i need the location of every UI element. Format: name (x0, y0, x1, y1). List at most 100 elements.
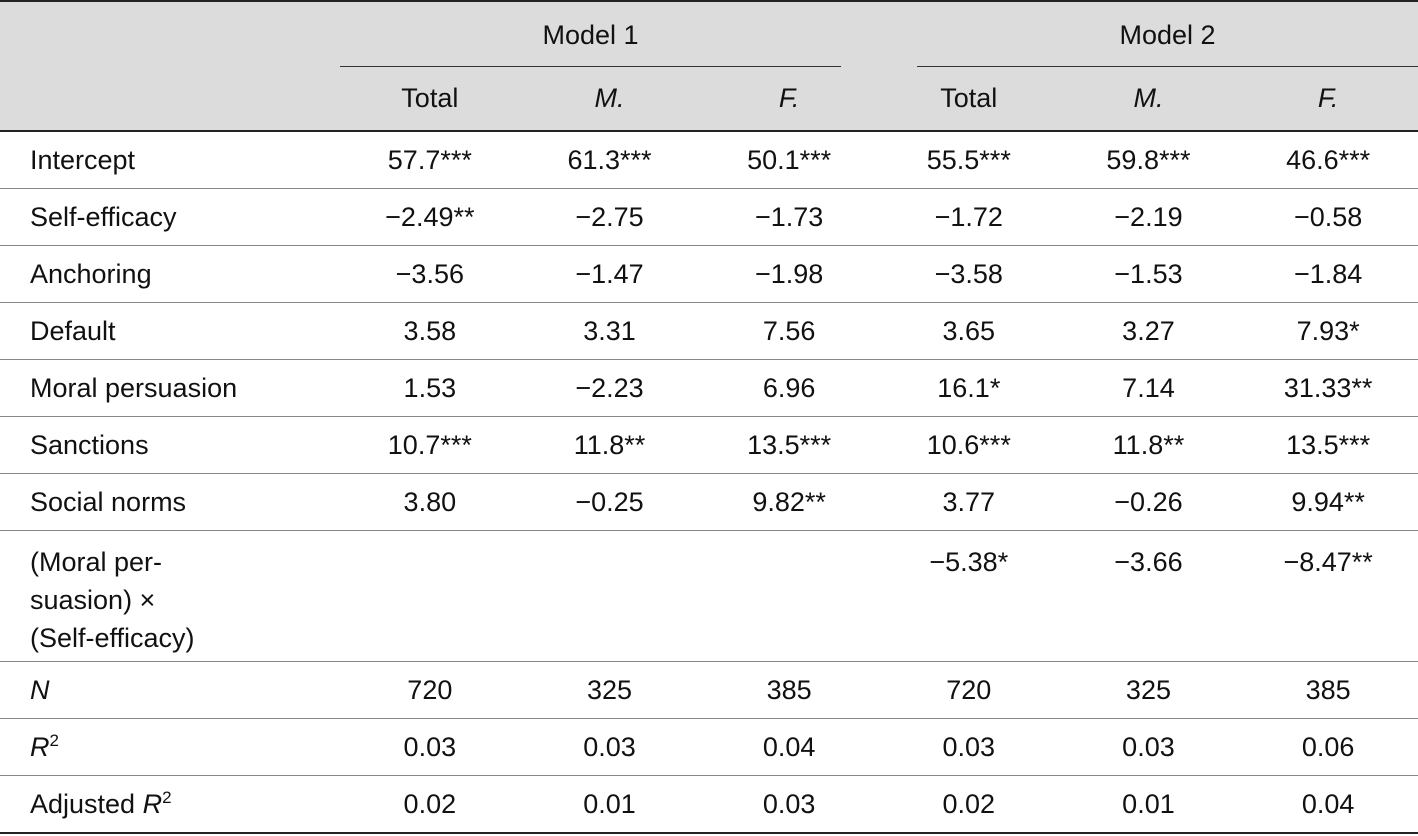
value-cell: 16.1* (878, 359, 1059, 417)
value-cell: 720 (340, 661, 520, 719)
value-cell: 0.03 (340, 718, 520, 776)
value-cell: −2.23 (519, 359, 700, 417)
table-row: (Moral per-suasion) × (Self-efficacy) −5.3… (0, 530, 1418, 662)
value-cell: 10.7*** (340, 416, 520, 474)
value-cell: −2.49** (340, 188, 520, 246)
group-header: Model 1 (340, 1, 879, 67)
row-label: Default (0, 302, 340, 360)
table-row: Adjusted R2 0.02 0.01 0.03 0.02 0.01 0.04 (0, 775, 1418, 833)
blank-cell (0, 67, 340, 131)
row-label: Moral persuasion (0, 359, 340, 417)
value-cell: 7.56 (699, 302, 879, 360)
table-row: Moral persuasion 1.53 −2.23 6.96 16.1* 7.14 31… (0, 359, 1418, 417)
label-variable: R (30, 732, 50, 762)
value-cell: −1.72 (878, 188, 1059, 246)
row-label: Social norms (0, 473, 340, 531)
value-cell: −0.26 (1058, 473, 1239, 531)
label-variable: R (142, 789, 163, 819)
value-cell: 46.6*** (1238, 130, 1418, 189)
value-cell: 0.02 (878, 775, 1059, 833)
group-label: Model 2 (916, 2, 1418, 67)
value-cell: 13.5*** (699, 416, 879, 474)
value-cell: 3.58 (340, 302, 520, 360)
value-cell: 0.04 (699, 718, 879, 776)
value-cell: 0.03 (699, 775, 879, 833)
table-row: N 720 325 385 720 325 385 (0, 661, 1418, 719)
value-cell: 50.1*** (699, 130, 879, 189)
row-label: R2 (0, 718, 340, 776)
value-cell: −1.53 (1058, 245, 1239, 303)
row-label: Anchoring (0, 245, 340, 303)
table-row: Social norms 3.80 −0.25 9.82** 3.77 −0.26 9.94… (0, 473, 1418, 531)
value-cell: −1.73 (699, 188, 879, 246)
value-cell: 7.14 (1058, 359, 1239, 417)
table-row: Self-efficacy −2.49** −2.75 −1.73 −1.72 −2.19… (0, 188, 1418, 246)
group-header: Model 2 (879, 1, 1418, 67)
value-cell: −1.84 (1238, 245, 1418, 303)
value-cell: −3.66 (1058, 530, 1239, 662)
value-cell: −5.38* (878, 530, 1059, 662)
group-label: Model 1 (340, 2, 841, 67)
label-text: Adjusted (30, 789, 143, 819)
label-line: (Self-efficacy) (30, 623, 195, 653)
row-label: Sanctions (0, 416, 340, 474)
value-cell: −1.98 (699, 245, 879, 303)
empty-cell (519, 530, 700, 662)
value-cell: −8.47** (1238, 530, 1418, 662)
value-cell: 3.27 (1058, 302, 1239, 360)
value-cell: 0.02 (340, 775, 520, 833)
value-cell: 0.03 (1058, 718, 1239, 776)
value-cell: 0.04 (1238, 775, 1418, 833)
value-cell: 1.53 (340, 359, 520, 417)
label-superscript: 2 (162, 788, 172, 807)
empty-cell (699, 530, 879, 662)
group-header-row: Model 1 Model 2 (0, 1, 1418, 67)
value-cell: 11.8** (1058, 416, 1239, 474)
table-row: Sanctions 10.7*** 11.8** 13.5*** 10.6*** 11.8… (0, 416, 1418, 474)
row-label: Intercept (0, 130, 340, 189)
value-cell: 10.6*** (878, 416, 1059, 474)
value-cell: 31.33** (1238, 359, 1418, 417)
value-cell: −2.75 (519, 188, 700, 246)
column-header: Total (940, 83, 998, 113)
value-cell: 385 (699, 661, 879, 719)
value-cell: −2.19 (1058, 188, 1239, 246)
value-cell: −3.56 (340, 245, 520, 303)
table-row: R2 0.03 0.03 0.04 0.03 0.03 0.06 (0, 718, 1418, 776)
value-cell: 9.94** (1238, 473, 1418, 531)
column-header: Total (401, 83, 459, 113)
blank-cell (0, 1, 340, 67)
value-cell: 61.3*** (519, 130, 700, 189)
column-header: M. (1133, 83, 1164, 113)
column-header: F. (1317, 83, 1339, 113)
value-cell: 0.06 (1238, 718, 1418, 776)
value-cell: −3.58 (878, 245, 1059, 303)
value-cell: 720 (878, 661, 1059, 719)
row-label: (Moral per-suasion) × (Self-efficacy) (0, 530, 340, 662)
value-cell: 11.8** (519, 416, 700, 474)
value-cell: 3.77 (878, 473, 1059, 531)
column-header-row: Total M. F. Total M. F. (0, 67, 1418, 131)
value-cell: 385 (1238, 661, 1418, 719)
value-cell: −1.47 (519, 245, 700, 303)
label-superscript: 2 (49, 731, 59, 750)
value-cell: 0.01 (519, 775, 700, 833)
table-row: Intercept 57.7*** 61.3*** 50.1*** 55.5*** 59.… (0, 130, 1418, 189)
label-line: (Moral per- (30, 547, 163, 577)
label-variable: N (30, 674, 50, 705)
value-cell: 59.8*** (1058, 130, 1239, 189)
label-line: suasion) × (30, 585, 156, 615)
value-cell: −0.25 (519, 473, 700, 531)
table-body: Intercept 57.7*** 61.3*** 50.1*** 55.5*** 59.… (0, 130, 1418, 833)
row-label: Self-efficacy (0, 188, 340, 246)
table-header: Model 1 Model 2 Total M. F. Total M. F. (0, 1, 1418, 131)
value-cell: 3.65 (878, 302, 1059, 360)
value-cell: 7.93* (1238, 302, 1418, 360)
value-cell: 6.96 (699, 359, 879, 417)
value-cell: 0.03 (878, 718, 1059, 776)
value-cell: 325 (519, 661, 700, 719)
value-cell: 0.03 (519, 718, 700, 776)
empty-cell (340, 530, 520, 662)
